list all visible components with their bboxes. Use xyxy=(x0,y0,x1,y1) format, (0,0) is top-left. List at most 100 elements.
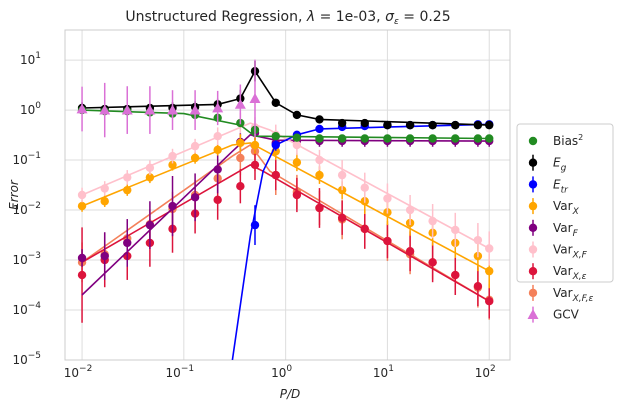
legend-marker xyxy=(528,267,538,276)
legend-entry: Etr xyxy=(528,176,569,195)
legend-label: Etr xyxy=(553,177,569,195)
data-point xyxy=(234,98,246,109)
series-layer xyxy=(76,59,494,360)
legend-entry: VarX,ε xyxy=(528,263,587,282)
x-axis-label: P/D xyxy=(280,387,301,401)
data-point xyxy=(337,134,347,143)
data-point xyxy=(77,201,87,211)
data-point xyxy=(168,151,177,161)
legend-label: VarX,F xyxy=(553,243,588,261)
data-point xyxy=(123,173,132,182)
y-tick-label: 10−2 xyxy=(12,201,41,217)
y-tick-label: 10−4 xyxy=(12,301,41,317)
theory-line xyxy=(81,122,490,250)
legend-label: Eg xyxy=(553,156,567,174)
data-point xyxy=(405,134,415,143)
data-point xyxy=(292,140,302,150)
data-point xyxy=(383,134,392,143)
x-tick-label: 10−1 xyxy=(166,364,195,380)
data-point xyxy=(405,247,415,256)
data-point xyxy=(213,165,222,174)
legend-entry: VarX xyxy=(528,198,580,217)
series-var-x-f xyxy=(77,112,494,266)
data-point xyxy=(428,258,437,267)
y-tick-label: 10−3 xyxy=(12,251,41,267)
data-point xyxy=(145,220,155,230)
legend-marker xyxy=(528,158,538,167)
legend-marker xyxy=(528,223,538,232)
data-point xyxy=(271,170,280,180)
data-point xyxy=(250,220,260,230)
data-point xyxy=(99,104,111,115)
data-point xyxy=(337,118,347,128)
data-point xyxy=(167,104,179,115)
data-point xyxy=(473,281,483,291)
data-point xyxy=(451,270,460,280)
data-point xyxy=(485,120,494,130)
data-point xyxy=(77,270,87,280)
legend-marker xyxy=(528,136,538,146)
data-point xyxy=(451,134,460,143)
data-point xyxy=(315,203,324,213)
data-point xyxy=(383,194,392,203)
x-tick-label: 102 xyxy=(475,364,496,380)
data-point xyxy=(145,173,155,182)
data-point xyxy=(473,120,483,130)
data-point xyxy=(212,102,224,113)
data-point xyxy=(190,141,200,151)
legend-label: VarX xyxy=(553,199,580,217)
data-point xyxy=(249,93,261,103)
legend-label: VarX,F,ε xyxy=(553,286,593,304)
legend-label: VarF xyxy=(553,221,579,239)
data-point xyxy=(473,134,483,143)
data-point xyxy=(360,183,369,192)
legend-entry: VarF xyxy=(528,219,579,239)
y-axis-label: Error xyxy=(7,179,21,210)
data-point xyxy=(383,236,392,246)
data-point xyxy=(428,120,437,130)
legend-marker xyxy=(528,201,538,211)
data-point xyxy=(144,104,156,115)
data-point xyxy=(250,140,260,150)
data-point xyxy=(360,134,369,143)
x-tick-labels: 10−2 10−1 100 101 102 xyxy=(64,364,496,380)
data-point xyxy=(190,153,200,163)
data-point xyxy=(315,134,324,143)
data-point xyxy=(190,193,200,202)
data-point xyxy=(100,197,109,206)
data-point xyxy=(292,133,302,142)
data-point xyxy=(485,266,494,276)
plot-frame xyxy=(64,29,511,361)
data-point xyxy=(77,253,87,263)
series-gcv xyxy=(76,59,261,138)
data-point xyxy=(123,185,132,195)
data-point xyxy=(271,140,280,150)
data-point xyxy=(485,297,494,306)
y-tick-label: 10−1 xyxy=(12,151,41,167)
data-point xyxy=(315,155,324,165)
legend-entry: VarX,F,ε xyxy=(528,284,593,304)
data-point xyxy=(271,98,280,107)
legend-label: VarX,ε xyxy=(553,264,587,282)
legend-label: GCV xyxy=(553,308,580,322)
x-tick-label: 101 xyxy=(373,364,394,380)
data-point xyxy=(236,181,245,191)
data-point xyxy=(451,225,460,235)
data-point xyxy=(100,251,109,261)
data-point xyxy=(271,132,280,141)
data-point xyxy=(168,201,177,211)
legend-entry: Bias2 xyxy=(528,133,583,148)
legend-box xyxy=(516,123,614,283)
data-point xyxy=(485,244,494,253)
legend-label: Bias2 xyxy=(553,133,583,148)
data-point xyxy=(360,118,369,128)
y-tick-labels: 10−5 10−4 10−3 10−2 10−1 100 101 xyxy=(12,51,41,367)
chart-title: Unstructured Regression, λ = 1e-03, σε =… xyxy=(125,9,450,27)
data-point xyxy=(473,235,483,245)
y-tick-label: 10−5 xyxy=(12,351,41,367)
data-point xyxy=(145,163,155,173)
legend-marker xyxy=(528,245,538,254)
theory-line xyxy=(81,133,490,296)
data-point xyxy=(292,158,302,167)
data-point xyxy=(121,104,133,115)
